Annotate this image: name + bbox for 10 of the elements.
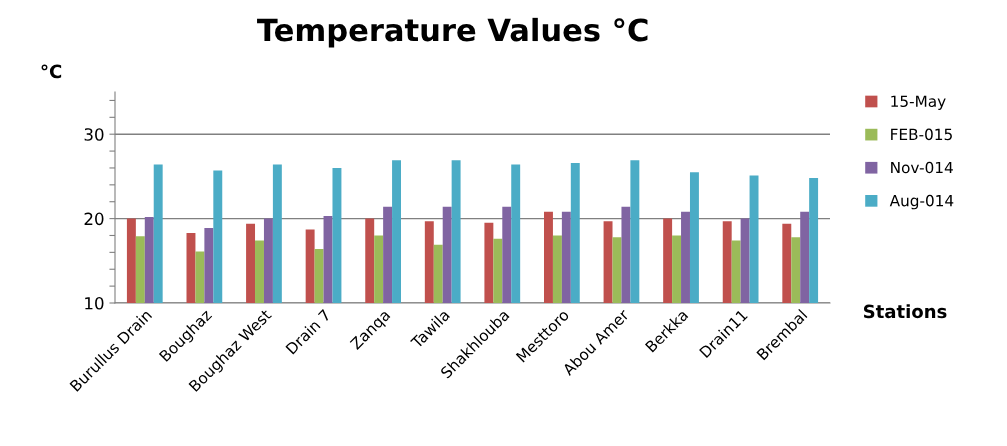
y-tick-label: 10 bbox=[85, 296, 104, 310]
legend-label: 15-May bbox=[891, 95, 946, 110]
y-tick-label: 30 bbox=[84, 128, 104, 141]
x-axis-title: Stations bbox=[863, 304, 947, 319]
y-axis-title: °C bbox=[41, 64, 62, 79]
legend-label: Aug-014 bbox=[889, 194, 954, 210]
y-tick-label: 20 bbox=[84, 212, 104, 226]
legend-label: FEB-015 bbox=[891, 128, 952, 141]
chart-title: Temperature Values °C bbox=[257, 17, 648, 48]
legend-label: Nov-014 bbox=[891, 161, 953, 174]
